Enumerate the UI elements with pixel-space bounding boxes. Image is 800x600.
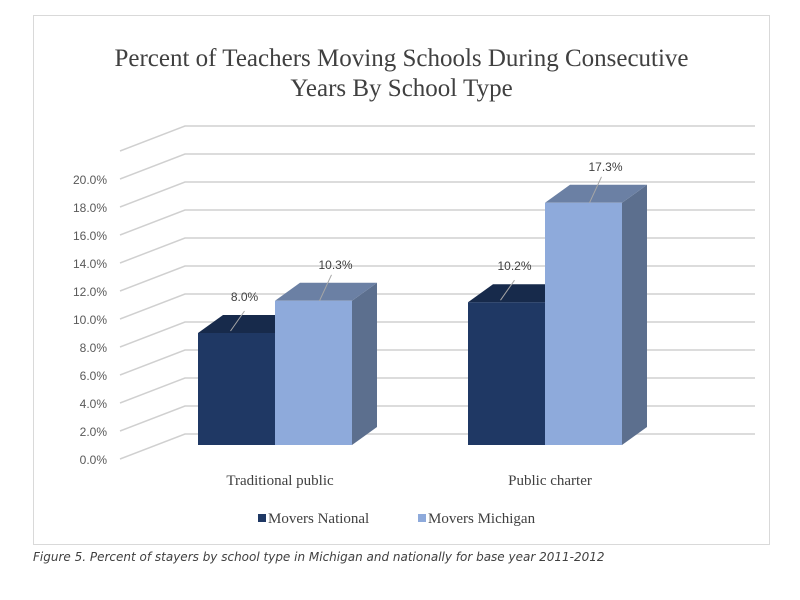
leader-line bbox=[319, 274, 332, 302]
chart-title-line-1: Percent of Teachers Moving Schools Durin… bbox=[114, 45, 689, 72]
gridline bbox=[119, 293, 755, 320]
legend-label: Movers Michigan bbox=[428, 511, 536, 527]
gridline bbox=[119, 181, 755, 208]
bar bbox=[545, 202, 622, 445]
bar-top bbox=[198, 315, 300, 333]
data-label: 8.0% bbox=[231, 290, 259, 304]
data-label: 10.2% bbox=[497, 259, 531, 273]
y-tick-label: 16.0% bbox=[73, 229, 107, 243]
y-tick-label: 14.0% bbox=[73, 257, 107, 271]
leader-line bbox=[500, 279, 515, 301]
x-category-label: Public charter bbox=[508, 473, 592, 489]
gridline bbox=[119, 265, 755, 292]
bar-side bbox=[352, 282, 377, 445]
gridline bbox=[119, 237, 755, 264]
y-tick-label: 4.0% bbox=[80, 397, 108, 411]
y-tick-label: 8.0% bbox=[80, 341, 108, 355]
y-tick-label: 2.0% bbox=[80, 425, 108, 439]
chart-title-line-2: Years By School Type bbox=[290, 75, 513, 102]
legend-label: Movers National bbox=[268, 511, 369, 527]
y-tick-label: 18.0% bbox=[73, 201, 107, 215]
y-tick-label: 10.0% bbox=[73, 313, 107, 327]
gridline bbox=[119, 153, 755, 180]
bar-top bbox=[545, 184, 647, 203]
legend-swatch bbox=[258, 514, 266, 522]
y-tick-label: 20.0% bbox=[73, 173, 107, 187]
y-tick-label: 12.0% bbox=[73, 285, 107, 299]
bar-top bbox=[275, 282, 377, 301]
bar bbox=[198, 333, 275, 445]
gridline bbox=[119, 125, 755, 152]
data-label: 17.3% bbox=[588, 160, 622, 174]
chart-frame bbox=[33, 15, 770, 545]
data-label: 10.3% bbox=[318, 258, 352, 272]
figure-caption: Figure 5. Percent of stayers by school t… bbox=[33, 550, 605, 564]
bar-top bbox=[468, 284, 570, 303]
bar bbox=[468, 302, 545, 445]
x-category-label: Traditional public bbox=[226, 473, 334, 489]
bar-side bbox=[622, 184, 647, 446]
legend-swatch bbox=[418, 514, 426, 522]
y-tick-label: 0.0% bbox=[80, 453, 108, 467]
leader-line bbox=[230, 310, 245, 332]
bar bbox=[275, 300, 352, 445]
y-tick-label: 6.0% bbox=[80, 369, 108, 383]
leader-line bbox=[589, 176, 602, 204]
gridline bbox=[119, 209, 755, 236]
